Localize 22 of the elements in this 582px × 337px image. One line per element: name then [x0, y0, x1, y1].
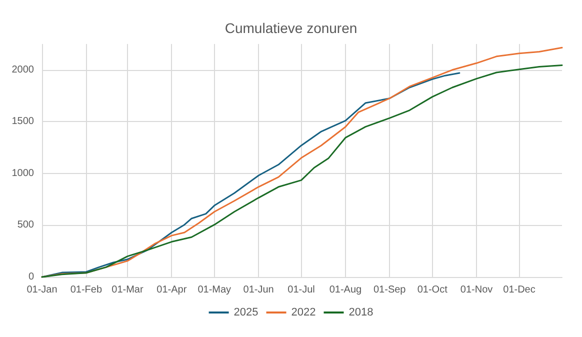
x-tick-label: 01-Jan [26, 284, 58, 296]
chart-title: Cumulatieve zonuren [224, 20, 358, 36]
y-tick-label: 500 [17, 220, 34, 231]
x-tick-label: 01-Dec [503, 284, 536, 296]
x-tick-label: 01-Jul [288, 284, 315, 296]
x-tick-label: 01-Feb [70, 284, 102, 296]
y-tick-label: 1000 [12, 168, 34, 179]
x-tick-label: 01-May [198, 284, 232, 296]
line-series [41, 72, 460, 278]
x-tick-label: 01-Oct [417, 284, 448, 296]
x-tick-label: 01-Aug [329, 284, 362, 296]
legend-label: 2022 [291, 306, 316, 318]
y-tick-label: 1500 [12, 116, 34, 128]
x-tick-label: 01-Sep [373, 284, 406, 296]
x-tick-label: 01-Jun [243, 284, 274, 296]
x-tick-label: 01-Apr [156, 284, 188, 296]
y-tick-label: 0 [28, 272, 34, 282]
legend-label: 2025 [234, 306, 258, 318]
x-tick-label: 01-Mar [112, 284, 144, 296]
y-tick-label: 2000 [12, 64, 34, 76]
x-tick-label: 01-Nov [460, 284, 493, 296]
legend-label: 2018 [348, 306, 374, 318]
